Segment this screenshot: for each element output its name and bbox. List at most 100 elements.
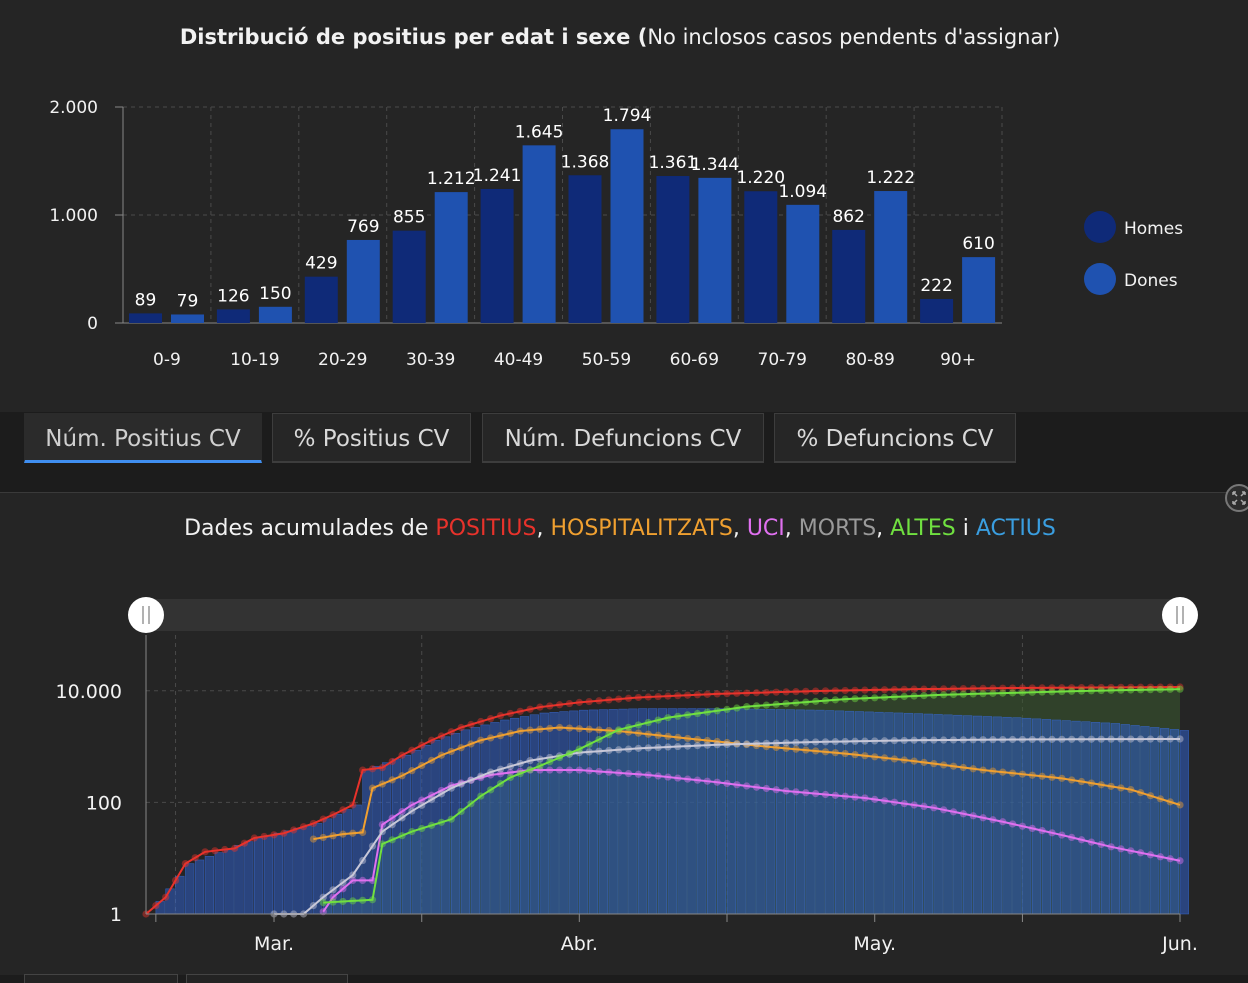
bar-x-tick-label: 10-19 <box>230 350 279 370</box>
range-slider-right-handle[interactable] <box>1162 597 1198 633</box>
actius-bar <box>539 712 549 915</box>
title-segment: HOSPITALITZATS <box>550 516 732 541</box>
actius-bar <box>273 832 283 915</box>
cumulative-chart-panel: Dades acumulades de POSITIUS, HOSPITALIT… <box>0 492 1248 975</box>
expand-icon[interactable] <box>1225 484 1248 512</box>
positius-line <box>145 685 1181 915</box>
age-sex-bar-chart: Distribució de positius per edat i sexe … <box>49 25 1183 370</box>
line-y-tick-label: 1 <box>110 904 122 926</box>
uci-point <box>1176 857 1184 865</box>
bar-y-tick-label: 0 <box>87 314 98 334</box>
bar-x-tick-label: 50-59 <box>582 350 631 370</box>
bar-value-label: 1.222 <box>866 168 915 188</box>
range-slider[interactable] <box>128 597 1198 633</box>
actius-bar <box>1031 718 1042 915</box>
actius-bar <box>657 708 668 915</box>
actius-bar <box>194 859 205 915</box>
bar-value-label: 222 <box>920 276 952 296</box>
actius-bar <box>992 716 1002 915</box>
title-segment: , <box>536 516 550 541</box>
actius-bar <box>1051 719 1061 915</box>
actius-bar <box>638 708 648 915</box>
altes-line <box>323 688 1181 904</box>
actius-bar <box>1091 721 1101 915</box>
altes-point <box>1176 685 1184 693</box>
bar-y-tick-label: 2.000 <box>49 98 98 118</box>
actius-bar <box>490 722 500 915</box>
bar-value-label: 1.094 <box>778 182 827 202</box>
bar-x-tick-label: 70-79 <box>758 350 807 370</box>
bar-homes <box>392 230 426 323</box>
bar-value-label: 1.344 <box>691 155 740 175</box>
title-segment: i <box>956 516 976 541</box>
bar-dones <box>258 306 292 323</box>
bar-value-label: 1.645 <box>515 122 564 142</box>
actius-bar <box>480 724 490 915</box>
bar-dones <box>786 204 820 323</box>
age-sex-chart-panel: Distribució de positius per edat i sexe … <box>0 0 1248 413</box>
bar-homes <box>832 229 866 323</box>
line-y-tick-label: 100 <box>86 792 122 814</box>
bar-dones <box>346 239 380 323</box>
bar-dones <box>874 191 908 323</box>
actius-bar <box>1041 719 1052 915</box>
bar-x-tick-label: 60-69 <box>670 350 719 370</box>
actius-bar <box>736 708 746 915</box>
bar-dones <box>171 314 204 323</box>
actius-bar <box>746 708 756 915</box>
actius-bar <box>1179 730 1189 915</box>
legend-swatch <box>1084 263 1116 295</box>
tab-pct-defuncions[interactable]: % Defuncions CV <box>774 413 1016 463</box>
line-y-tick-label: 10.000 <box>56 681 122 703</box>
bottom-tab-stub[interactable] <box>186 974 348 983</box>
bar-value-label: 1.368 <box>561 152 610 172</box>
bar-value-label: 1.794 <box>603 106 652 126</box>
actius-bar <box>923 713 933 915</box>
bottom-tab-stub[interactable] <box>24 974 178 983</box>
actius-bar <box>647 708 658 915</box>
range-slider-left-handle[interactable] <box>128 597 164 633</box>
actius-bar <box>1120 724 1130 915</box>
title-segment: ALTES <box>890 516 956 541</box>
actius-bar <box>608 709 618 915</box>
actius-bar <box>756 708 766 915</box>
line-x-tick-label: May. <box>853 933 896 955</box>
actius-bar <box>510 717 520 915</box>
range-slider-track[interactable] <box>146 599 1180 631</box>
tab-num-defuncions[interactable]: Núm. Defuncions CV <box>482 413 764 463</box>
actius-bar <box>254 837 264 915</box>
actius-bar <box>569 710 579 915</box>
actius-bar <box>244 841 254 915</box>
actius-bar <box>293 827 303 915</box>
bar-value-label: 429 <box>305 254 337 274</box>
legend-swatch <box>1084 211 1116 243</box>
tab-bar: Núm. Positius CV % Positius CV Núm. Defu… <box>0 412 1248 468</box>
bar-x-tick-label: 40-49 <box>494 350 543 370</box>
bar-value-label: 1.212 <box>427 169 476 189</box>
bar-chart-title-bold: Distribució de positius per edat i sexe … <box>180 25 648 49</box>
bar-value-label: 126 <box>217 286 249 306</box>
actius-bar <box>1071 720 1081 915</box>
bar-value-label: 79 <box>177 291 199 311</box>
actius-bar <box>933 714 943 915</box>
bar-chart-title: Distribució de positius per edat i sexe … <box>180 25 1060 49</box>
actius-bar <box>214 852 224 915</box>
legend-label: Dones <box>1124 271 1178 291</box>
actius-bar <box>263 835 274 915</box>
actius-bar <box>549 711 559 915</box>
actius-bar <box>1100 722 1111 915</box>
cumulative-line-chart: Dades acumulades de POSITIUS, HOSPITALIT… <box>56 516 1198 955</box>
bar-x-tick-label: 80-89 <box>845 350 894 370</box>
title-segment: Dades acumulades de <box>184 516 435 541</box>
actius-bar <box>450 732 461 915</box>
bar-x-tick-label: 0-9 <box>153 350 181 370</box>
actius-bar <box>224 848 234 915</box>
actius-bar <box>1022 717 1032 915</box>
morts-point <box>1176 735 1184 743</box>
tab-num-positius[interactable]: Núm. Positius CV <box>24 413 262 463</box>
title-segment: , <box>733 516 747 541</box>
bar-value-label: 610 <box>962 234 994 254</box>
actius-bar <box>165 888 175 915</box>
bar-value-label: 89 <box>135 290 157 310</box>
tab-pct-positius[interactable]: % Positius CV <box>272 413 471 463</box>
